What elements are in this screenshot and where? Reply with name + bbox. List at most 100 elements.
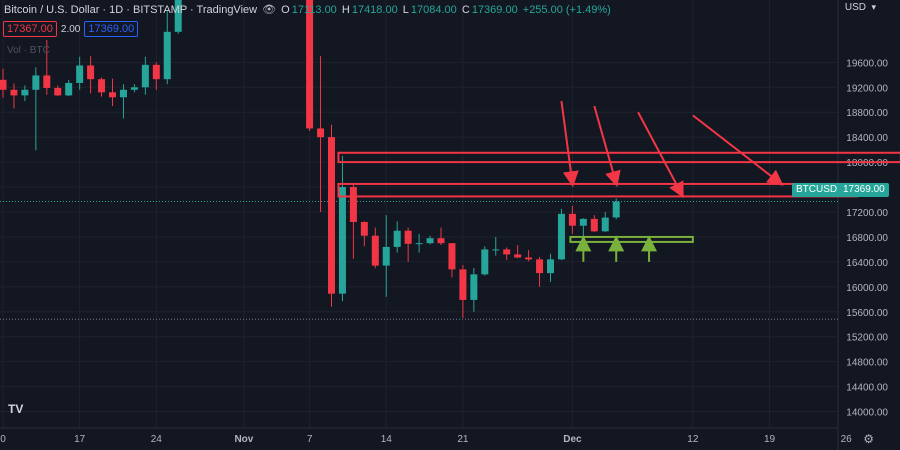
candle-body [448,243,456,270]
candle-body [87,65,95,80]
y-tick-label: 15600.00 [846,308,888,319]
candle-body [536,259,544,274]
open-value: 17113.00 [291,4,337,16]
resistance-arrow [637,111,684,199]
support-zone-box [569,235,694,243]
candle-body [612,201,620,218]
candle-body [174,0,182,32]
candle-body [54,87,62,96]
candle-body [481,249,489,275]
y-tick-label: 14000.00 [846,408,888,419]
sell-button[interactable]: 17367.00 [3,21,57,37]
y-tick-label: 18400.00 [846,133,888,144]
chart-header: Bitcoin / U.S. Dollar · 1D · BITSTAMP · … [4,3,613,16]
candle-body [590,218,598,232]
close-label: C [461,4,470,16]
candle-body [579,218,587,226]
candle-body [130,87,138,90]
bid-ask-row: 17367.00 2.00 17369.00 [3,21,139,37]
buy-button[interactable]: 17369.00 [84,21,139,37]
x-tick-label: 17 [74,434,86,445]
candle-body [306,0,314,129]
candle-body [371,235,379,266]
candle-body [459,269,467,300]
candle-body [43,75,51,88]
candle-body [404,230,412,244]
candle-body [119,89,127,98]
symbol-title[interactable]: Bitcoin / U.S. Dollar · 1D · BITSTAMP · … [4,4,258,16]
x-tick-label: 19 [764,434,776,445]
settings-gear-icon[interactable]: ⚙ [863,432,874,446]
candle-body [328,137,335,294]
y-tick-label: 16000.00 [846,283,888,294]
x-tick-label: 14 [381,434,393,445]
candle-body [557,213,565,260]
price-axis [838,0,900,450]
x-tick-label: 21 [457,434,469,445]
candle-body [382,246,390,266]
candle-body [470,274,478,300]
resistance-zone-box [337,182,859,198]
x-tick-label: 0 [0,434,6,445]
y-tick-label: 17200.00 [846,208,888,219]
currency-selector[interactable]: USD [844,2,866,13]
candle-body [317,128,325,138]
candle-body [437,238,445,244]
x-tick-label: 26 [841,434,853,445]
x-tick-label: Dec [563,434,582,445]
symbol-price-tag: BTCUSD [792,183,842,197]
candle-body [393,230,401,247]
low-value: 17084.00 [410,4,457,16]
y-tick-label: 14400.00 [846,383,888,394]
resistance-zone-box [337,151,900,164]
high-value: 17418.00 [351,4,398,16]
y-tick-label: 14800.00 [846,358,888,369]
eye-icon[interactable]: 👁 [262,4,277,16]
y-tick-label: 18000.00 [846,158,888,169]
x-tick-label: 12 [687,434,699,445]
candle-body [32,75,40,90]
tradingview-logo-icon[interactable]: TV [8,402,24,416]
x-tick-label: 24 [151,434,163,445]
candle-body [21,89,29,96]
candle-body [514,254,522,258]
resistance-arrow [593,105,621,188]
high-label: H [341,4,350,16]
spread-value: 2.00 [60,23,81,35]
candle-body [415,243,423,245]
candle-body [0,79,7,90]
change-value: +255.00 (+1.49%) [522,4,611,16]
candle-body [76,65,84,83]
candle-body [338,187,346,294]
candle-body [503,249,511,255]
candle-body [10,89,18,96]
candle-body [426,238,434,244]
volume-legend[interactable]: Vol · BTC [7,45,50,56]
candle-body [492,249,500,251]
candle-body [152,64,160,80]
x-tick-label: 7 [307,434,313,445]
chevron-down-icon[interactable]: ▾ [871,2,876,12]
candle-body [568,213,576,226]
candle-body [163,31,171,80]
y-tick-label: 16800.00 [846,233,888,244]
y-tick-label: 19600.00 [846,58,888,69]
y-tick-label: 18800.00 [846,108,888,119]
candle-body [601,217,609,232]
candle-body [349,187,357,222]
x-tick-label: Nov [234,434,253,445]
candle-body [141,64,149,88]
candle-body [360,221,368,236]
candle-body [65,82,73,96]
candle-body [547,259,554,274]
y-tick-label: 19200.00 [846,83,888,94]
low-label: L [402,4,409,16]
candle-body [109,92,116,98]
resistance-arrow [692,114,784,186]
last-price-tag: 17369.00 [839,183,889,197]
resistance-arrow [560,100,579,188]
candle-body [98,79,106,93]
y-tick-label: 15200.00 [846,333,888,344]
candle-body [525,257,533,260]
